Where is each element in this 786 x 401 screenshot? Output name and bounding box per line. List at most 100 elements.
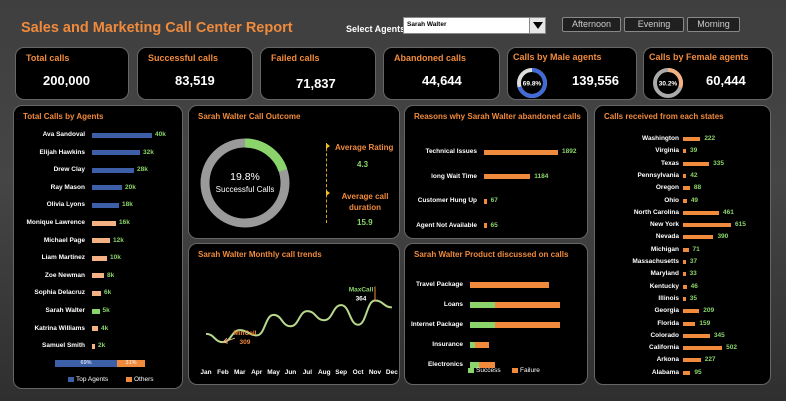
reason-label: long Wait Time: [431, 172, 477, 180]
reason-bar[interactable]: [484, 149, 558, 155]
state-bar[interactable]: [683, 198, 687, 203]
split-others-segment: 31%: [117, 360, 145, 367]
kpi-successful-calls: Successful calls 83,519: [137, 47, 253, 100]
agent-bar[interactable]: [92, 290, 101, 296]
state-bar[interactable]: [683, 223, 731, 228]
product-failure-bar[interactable]: [470, 282, 550, 288]
agent-bar[interactable]: [92, 202, 119, 208]
agent-bar[interactable]: [92, 308, 100, 314]
male-donut: 69.8%: [517, 68, 547, 98]
agent-bar[interactable]: [92, 255, 107, 261]
product-failure-bar[interactable]: [474, 342, 489, 348]
state-bar[interactable]: [683, 346, 723, 351]
state-bar[interactable]: [683, 272, 686, 277]
state-bar[interactable]: [683, 186, 690, 191]
agent-name: Zoe Newman: [44, 271, 85, 279]
male-pct: 69.8%: [523, 81, 542, 88]
state-name: North Carolina: [633, 208, 679, 216]
agent-name: Sophia Delacruz: [34, 289, 85, 297]
state-value: 335: [713, 159, 724, 167]
state-bar[interactable]: [683, 333, 710, 338]
state-bar[interactable]: [683, 296, 686, 301]
state-bar[interactable]: [683, 210, 719, 215]
agent-bar[interactable]: [92, 238, 110, 244]
state-bar[interactable]: [683, 370, 691, 375]
state-value: 390: [717, 233, 729, 241]
product-panel: Sarah Walter Product discussed on calls …: [404, 243, 588, 385]
state-bar[interactable]: [683, 247, 689, 252]
agent-value: 16k: [119, 219, 130, 226]
state-name: Alabama: [651, 368, 679, 376]
outcome-pct: 19.8%: [230, 171, 260, 183]
state-bar[interactable]: [683, 309, 700, 314]
legend-success-label: Success: [476, 367, 501, 374]
state-bar[interactable]: [683, 161, 710, 166]
product-chart: Travel Package Loans Internet Package Insur…: [405, 244, 589, 386]
state-value: 95: [694, 368, 702, 376]
agent-bar[interactable]: [92, 343, 95, 349]
product-success-bar[interactable]: [470, 302, 496, 308]
reason-value: 1892: [562, 148, 577, 155]
agent-bar[interactable]: [92, 167, 134, 173]
state-bar[interactable]: [683, 358, 701, 363]
state-bar[interactable]: [683, 149, 687, 154]
state-value: 461: [722, 208, 734, 216]
agent-bar[interactable]: [92, 185, 122, 191]
reason-bar[interactable]: [484, 223, 487, 228]
state-value: 39: [690, 147, 698, 155]
product-success-bar[interactable]: [470, 322, 496, 328]
agent-bar[interactable]: [92, 132, 152, 138]
product-failure-bar[interactable]: [479, 362, 496, 368]
reason-bar[interactable]: [484, 198, 487, 204]
agent-select-dropdown[interactable]: Sarah Walter: [403, 17, 546, 34]
state-bar[interactable]: [683, 173, 687, 178]
kpi-abandoned-calls: Abandoned calls 44,644: [383, 47, 500, 100]
product-failure-bar[interactable]: [495, 302, 560, 308]
state-bar[interactable]: [683, 260, 686, 264]
panel-title: Reasons why Sarah Walter abandoned calls: [414, 112, 581, 121]
product-success-bar[interactable]: [470, 342, 475, 348]
state-name: Florida: [657, 319, 679, 327]
min-value: 309: [239, 339, 250, 346]
kpi-failed-calls: Failed calls 71,837: [260, 47, 376, 100]
state-bar[interactable]: [683, 321, 696, 326]
state-name: Virginia: [655, 147, 679, 155]
month-label: Jan: [200, 369, 211, 376]
agent-bar[interactable]: [92, 150, 140, 156]
product-success-bar[interactable]: [470, 362, 479, 368]
month-label: Mar: [234, 369, 246, 376]
kpi-female-calls: Calls by Female agents 30.2% 60,444: [643, 47, 773, 100]
trend-line[interactable]: [205, 299, 392, 344]
female-pct: 30.2%: [659, 81, 678, 88]
chevron-down-icon[interactable]: [529, 18, 545, 33]
state-name: Washington: [642, 135, 679, 142]
agent-select-label: Select Agents: [346, 24, 406, 34]
trend-chart: Jan Feb Mar Apr May Jun Jul Aug Sep Oct Nov Dec MinC…: [200, 287, 398, 376]
agent-bar[interactable]: [92, 273, 104, 279]
state-value: 159: [699, 319, 711, 327]
evening-button[interactable]: Evening: [624, 17, 684, 32]
state-bar[interactable]: [683, 284, 687, 289]
agent-bar[interactable]: [92, 326, 98, 332]
agent-name: Sarah Walter: [45, 307, 86, 314]
reason-value: 67: [490, 197, 498, 204]
state-bar[interactable]: [683, 137, 701, 141]
kpi-label: Abandoned calls: [394, 53, 467, 63]
agent-name: Liam Martinez: [41, 254, 85, 262]
afternoon-button[interactable]: Afternoon: [562, 17, 621, 32]
state-value: 49: [690, 196, 699, 204]
reason-bar[interactable]: [484, 174, 531, 179]
state-name: New York: [649, 221, 679, 229]
state-name: Nevada: [655, 233, 679, 241]
state-bar[interactable]: [683, 235, 714, 240]
state-name: Oregon: [655, 184, 679, 192]
morning-button[interactable]: Morning: [687, 17, 740, 32]
state-name: Ohio: [664, 196, 679, 204]
state-value: 42: [690, 171, 698, 179]
agent-bar[interactable]: [92, 220, 116, 226]
month-label: Dec: [386, 369, 398, 376]
product-failure-bar[interactable]: [495, 322, 560, 328]
reason-value: 65: [490, 221, 498, 229]
kpi-value: 60,444: [706, 73, 746, 88]
